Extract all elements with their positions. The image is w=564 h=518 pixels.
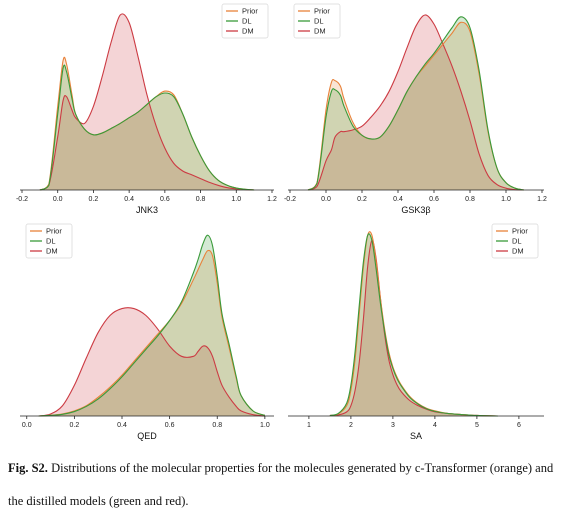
legend-label-dl: DL	[46, 237, 56, 246]
x-tick-label: 1.0	[231, 196, 241, 203]
x-axis-label: QED	[137, 431, 157, 441]
area-dl	[39, 65, 255, 190]
legend-label-dl: DL	[512, 237, 522, 246]
x-tick-label: 0.6	[165, 422, 175, 429]
x-tick-label: -0.2	[284, 196, 296, 203]
x-tick-label: 0.8	[212, 422, 222, 429]
legend-label-dl: DL	[242, 17, 252, 26]
legend-box	[25, 223, 73, 259]
x-tick-label: 0.4	[124, 196, 134, 203]
x-tick-label: 1.0	[501, 196, 511, 203]
x-tick-label: 0.4	[117, 422, 127, 429]
x-tick-label: 3	[391, 422, 395, 429]
x-tick-label: 0.2	[357, 196, 367, 203]
area-prior	[38, 250, 265, 416]
x-tick-label: 0.0	[321, 196, 331, 203]
legend-label-prior: Prior	[512, 227, 528, 236]
legend-label-prior: Prior	[314, 7, 330, 16]
x-tick-label: 1.0	[260, 422, 270, 429]
x-tick-label: 0.8	[196, 196, 206, 203]
area-prior	[329, 231, 498, 416]
legend-label-prior: Prior	[46, 227, 62, 236]
x-axis-label: JNK3	[136, 205, 158, 215]
area-dl	[329, 233, 498, 416]
legend-box	[491, 223, 539, 259]
area-dm	[39, 13, 255, 190]
legend-label-dm: DM	[46, 247, 58, 256]
line-dl	[307, 16, 525, 191]
area-dm	[329, 240, 498, 416]
line-dl	[329, 233, 498, 417]
x-tick-label: 2	[349, 422, 353, 429]
x-tick-label: 0.4	[393, 196, 403, 203]
caption-label: Fig. S2.	[8, 461, 48, 475]
x-tick-label: -0.2	[16, 196, 28, 203]
legend-label-dm: DM	[314, 27, 326, 36]
x-tick-label: 5	[475, 422, 479, 429]
x-tick-label: 0.0	[22, 422, 32, 429]
area-dl	[308, 16, 524, 190]
x-tick-label: 0.6	[429, 196, 439, 203]
x-tick-label: 1.2	[267, 196, 277, 203]
x-tick-label: 1.2	[537, 196, 547, 203]
line-dm	[307, 14, 525, 191]
caption-text: Distributions of the molecular propertie…	[8, 461, 554, 508]
figure-caption: Fig. S2. Distributions of the molecular …	[8, 452, 556, 518]
area-dl	[38, 235, 265, 416]
x-tick-label: 0.6	[160, 196, 170, 203]
legend-label-dl: DL	[314, 17, 324, 26]
x-tick-label: 0.2	[89, 196, 99, 203]
area-prior	[308, 22, 524, 190]
area-dm	[308, 14, 524, 190]
x-tick-label: 1	[307, 422, 311, 429]
x-axis-label: GSK3β	[401, 205, 430, 215]
legend-label-prior: Prior	[242, 7, 258, 16]
line-dm	[39, 13, 255, 191]
line-dl	[38, 234, 266, 417]
legend-box	[221, 3, 269, 39]
line-dm	[38, 307, 265, 417]
legend-label-dm: DM	[242, 27, 254, 36]
line-dm	[329, 239, 498, 417]
legend-label-dm: DM	[512, 247, 524, 256]
x-tick-label: 6	[517, 422, 521, 429]
x-axis-label: SA	[410, 431, 422, 441]
area-dm	[38, 307, 265, 416]
line-prior	[38, 249, 266, 417]
x-tick-label: 0.2	[70, 422, 80, 429]
x-tick-label: 0.0	[53, 196, 63, 203]
x-tick-label: 0.8	[465, 196, 475, 203]
x-tick-label: 4	[433, 422, 437, 429]
line-dl	[39, 64, 255, 191]
legend-box	[293, 3, 341, 39]
